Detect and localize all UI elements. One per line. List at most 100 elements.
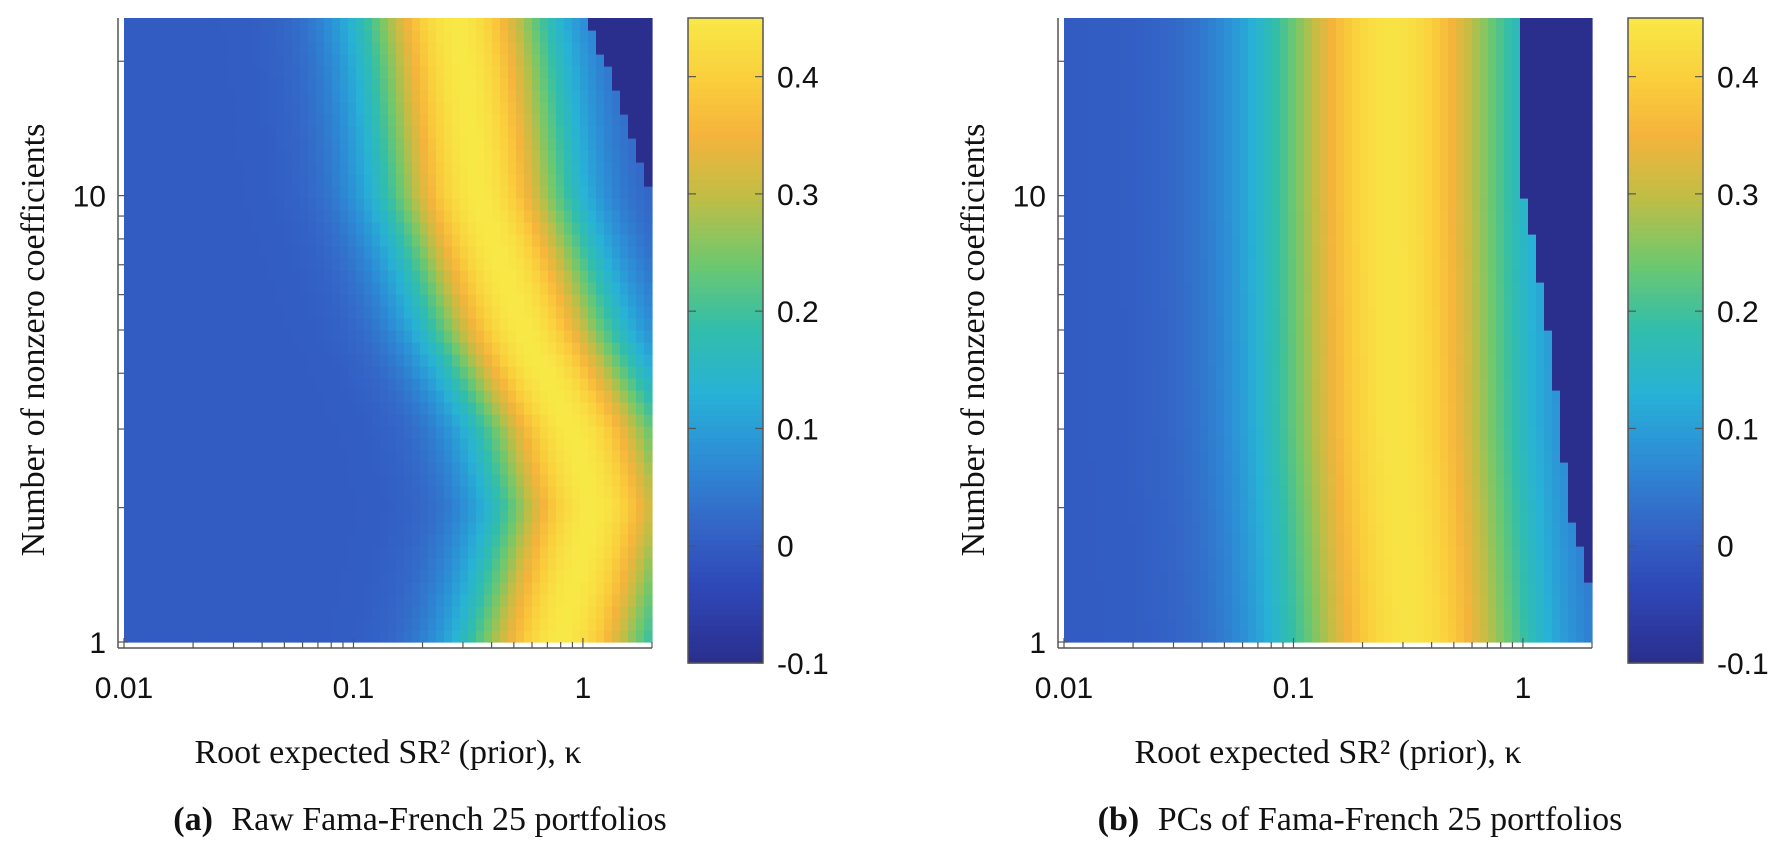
heatmap-cell [292, 114, 301, 127]
heatmap-cell [156, 342, 165, 355]
heatmap-cell [492, 318, 501, 331]
heatmap-cell [1176, 462, 1185, 475]
heatmap-cell [572, 42, 581, 55]
heatmap-cell [316, 294, 325, 307]
heatmap-cell [1512, 618, 1521, 631]
heatmap-cell [604, 402, 613, 415]
heatmap-cell [124, 594, 133, 607]
heatmap-cell [444, 150, 453, 163]
heatmap-cell [1288, 438, 1297, 451]
heatmap-cell [508, 54, 517, 67]
heatmap-cell [372, 546, 381, 559]
heatmap-cell [172, 330, 181, 343]
heatmap-cell [1224, 558, 1233, 571]
colorbar-band [688, 480, 763, 487]
heatmap-cell [1400, 462, 1409, 475]
heatmap-cell [124, 30, 133, 43]
heatmap-cell [324, 162, 333, 175]
colorbar-band [688, 378, 763, 385]
heatmap-cell [420, 30, 429, 43]
heatmap-cell [324, 342, 333, 355]
heatmap-cell [332, 222, 341, 235]
heatmap-cell [300, 618, 309, 631]
heatmap-cell [244, 630, 253, 643]
heatmap-cell [492, 438, 501, 451]
heatmap-cell [1552, 606, 1561, 619]
heatmap-cell [404, 534, 413, 547]
heatmap-cell [1376, 570, 1385, 583]
heatmap-cell [1408, 594, 1417, 607]
heatmap-cell [164, 438, 173, 451]
heatmap-cell [636, 198, 645, 211]
heatmap-cell [620, 450, 629, 463]
heatmap-cell [276, 66, 285, 79]
heatmap-cell [540, 294, 549, 307]
heatmap-cell [524, 270, 533, 283]
heatmap-cell [1560, 498, 1569, 511]
heatmap-cell [476, 42, 485, 55]
heatmap-cell [508, 594, 517, 607]
heatmap-cell [372, 54, 381, 67]
colorbar-band [688, 190, 763, 196]
heatmap-cell [1192, 618, 1201, 631]
heatmap-cell [292, 366, 301, 379]
heatmap-cell [1136, 390, 1145, 403]
heatmap-cell [1192, 522, 1201, 535]
heatmap-cell [164, 402, 173, 415]
heatmap-cell [516, 438, 525, 451]
heatmap-cell [1088, 570, 1097, 583]
heatmap-cell [636, 498, 645, 511]
heatmap-cell [1072, 390, 1081, 403]
heatmap-cell [124, 546, 133, 559]
heatmap-cell [396, 186, 405, 199]
heatmap-cell [380, 330, 389, 343]
heatmap-cell [436, 210, 445, 223]
heatmap-cell [1280, 534, 1289, 547]
heatmap-cell [604, 354, 613, 367]
heatmap-cell [228, 234, 237, 247]
heatmap-cell [1344, 522, 1353, 535]
heatmap-cell [572, 258, 581, 271]
heatmap-cell [572, 30, 581, 43]
heatmap-cell [380, 546, 389, 559]
heatmap-cell [452, 30, 461, 43]
heatmap-cell [284, 294, 293, 307]
heatmap-cell [1360, 462, 1369, 475]
heatmap-cell [556, 402, 565, 415]
heatmap-cell [1520, 438, 1529, 451]
heatmap-cell [220, 198, 229, 211]
heatmap-cell [444, 582, 453, 595]
heatmap-cell [180, 294, 189, 307]
heatmap-cell [556, 258, 565, 271]
heatmap-cell [1168, 570, 1177, 583]
heatmap-cell [308, 426, 317, 439]
heatmap-cell [1232, 486, 1241, 499]
heatmap-cell [1376, 498, 1385, 511]
heatmap-cell [612, 318, 621, 331]
heatmap-cell [492, 198, 501, 211]
heatmap-cell [516, 126, 525, 139]
heatmap-cell [1136, 522, 1145, 535]
heatmap-cell [1192, 390, 1201, 403]
heatmap-cell [596, 330, 605, 343]
heatmap-cell [524, 450, 533, 463]
heatmap-cell [1232, 450, 1241, 463]
heatmap-cell [1176, 582, 1185, 595]
heatmap-cell [332, 606, 341, 619]
heatmap-cell [1176, 570, 1185, 583]
heatmap-cell [1384, 402, 1393, 415]
heatmap-cell [308, 198, 317, 211]
heatmap-cell [300, 114, 309, 127]
heatmap-cell [172, 54, 181, 67]
heatmap-cell [308, 498, 317, 511]
heatmap-cell [340, 582, 349, 595]
heatmap-cell [1568, 630, 1577, 643]
colorbar-tick-label: 0 [777, 531, 794, 564]
heatmap-cell [348, 474, 357, 487]
heatmap-cell [1520, 450, 1529, 463]
heatmap-cell [252, 366, 261, 379]
heatmap-cell [316, 546, 325, 559]
colorbar-band [688, 179, 763, 186]
heatmap-cell [1112, 534, 1121, 547]
heatmap-cell [1248, 402, 1257, 415]
